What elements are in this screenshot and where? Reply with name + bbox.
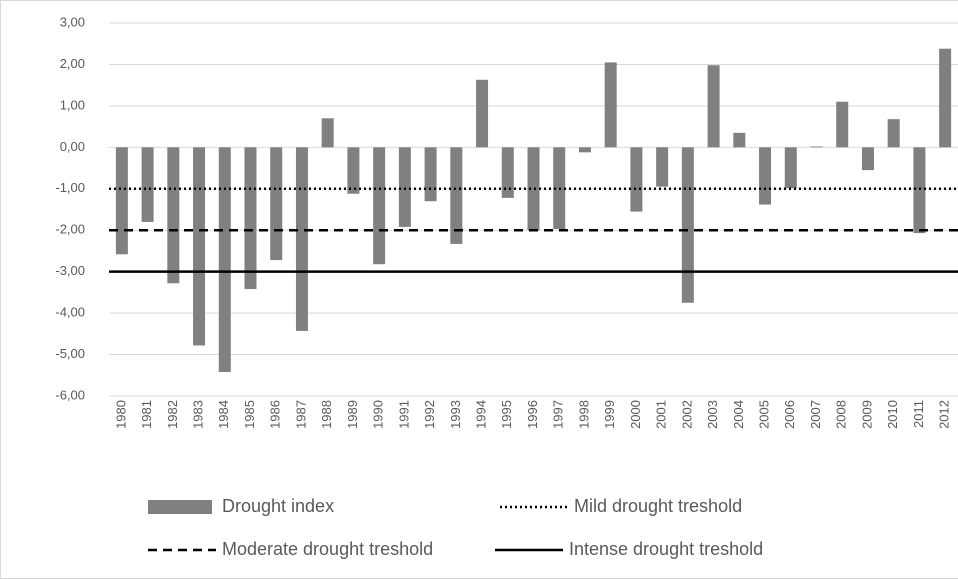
bar [270,147,283,261]
x-tick-label: 1990 [371,400,386,429]
x-tick-label: 2012 [937,400,952,429]
x-tick-label: 2011 [911,400,926,428]
bar [604,62,617,148]
bar [887,119,900,148]
y-tick-label: 2,00 [60,56,85,71]
x-tick-label: 1993 [448,400,463,429]
bar [424,147,437,202]
bar [295,147,308,331]
bar [450,147,463,244]
x-tick-label: 1996 [525,400,540,429]
x-tick-label: 1984 [216,400,231,429]
bar [527,147,540,231]
legend-swatch [148,500,212,514]
bar [784,147,797,188]
legend-label: Moderate drought treshold [222,539,433,559]
bar [939,48,952,148]
y-tick-label: -2,00 [55,222,85,237]
bar [193,147,206,346]
bar [141,147,154,222]
bar [733,132,746,148]
x-tick-label: 2007 [808,400,823,429]
bar [630,147,643,212]
x-tick-label: 2005 [756,400,771,429]
x-tick-label: 2002 [679,400,694,429]
x-tick-label: 2000 [628,400,643,429]
x-tick-label: 2004 [731,400,746,429]
x-tick-label: 1982 [165,400,180,429]
x-tick-label: 2009 [859,400,874,429]
x-tick-label: 2006 [782,400,797,429]
bar [913,147,926,234]
x-tick-label: 1981 [139,400,154,429]
bar [501,147,514,198]
x-tick-label: 1997 [551,400,566,429]
x-tick-label: 1995 [499,400,514,429]
bar [836,101,849,148]
legend-label: Mild drought treshold [574,496,742,516]
bar [347,147,360,194]
bar [244,147,257,290]
bar [578,147,591,153]
bar [861,147,874,171]
legend-label: Drought index [222,496,334,516]
y-tick-label: -1,00 [55,180,85,195]
y-tick-label: 3,00 [60,14,85,29]
bar [167,147,180,284]
y-tick-label: 0,00 [60,139,85,154]
x-tick-label: 1986 [268,400,283,429]
bar [656,147,669,187]
bar [681,147,694,303]
x-tick-label: 1999 [602,400,617,429]
x-tick-label: 1991 [396,400,411,429]
x-tick-label: 1989 [345,400,360,429]
y-tick-label: -5,00 [55,346,85,361]
legend-label: Intense drought treshold [569,539,763,559]
y-tick-label: -4,00 [55,305,85,320]
bar [398,147,411,227]
x-tick-label: 1998 [576,400,591,429]
bar [810,146,823,148]
y-tick-label: -3,00 [55,263,85,278]
x-tick-label: 1980 [113,400,128,429]
x-tick-label: 2010 [885,400,900,429]
bar [218,147,231,372]
bar [707,65,720,148]
x-tick-label: 2001 [654,400,669,429]
bar [759,147,772,205]
x-tick-label: 1994 [473,400,488,429]
bar [373,147,386,265]
y-tick-label: 1,00 [60,97,85,112]
bar [321,118,334,148]
x-tick-label: 1983 [190,400,205,429]
x-tick-label: 2003 [705,400,720,429]
x-tick-label: 1987 [293,400,308,429]
y-tick-label: -6,00 [55,387,85,402]
x-tick-label: 2008 [834,400,849,429]
bar [476,79,489,148]
x-tick-label: 1985 [242,400,257,429]
x-tick-label: 1988 [319,400,334,429]
x-tick-label: 1992 [422,400,437,429]
bar [115,147,128,255]
